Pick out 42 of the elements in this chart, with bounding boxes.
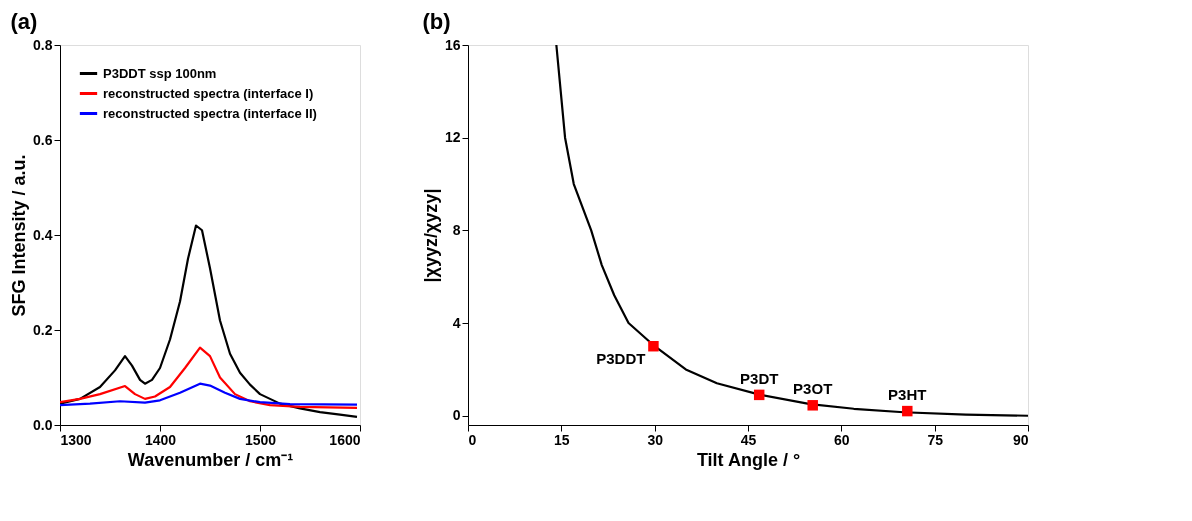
legend-label: P3DDT ssp 100nm xyxy=(103,65,217,81)
y-axis-title: SFG Intensity / a.u. xyxy=(9,154,30,317)
x-tick-label: 45 xyxy=(740,431,757,448)
x-tick-label: 60 xyxy=(834,431,850,448)
annotation: P3HT xyxy=(888,386,927,404)
point xyxy=(753,389,765,401)
x-tick-label: 75 xyxy=(927,431,944,448)
point xyxy=(648,340,659,352)
legend-label: reconstructed spectra (interface I) xyxy=(103,85,314,101)
x-tick-label: 15 xyxy=(554,431,570,448)
y-tick-label: 0.8 xyxy=(33,36,53,53)
line-series xyxy=(60,382,359,407)
annotation: P3DT xyxy=(740,369,779,387)
y-tick-label: 0.6 xyxy=(33,131,53,148)
y-tick-label: 0.2 xyxy=(33,321,53,338)
y-tick-label: 4 xyxy=(452,314,461,331)
point xyxy=(902,405,913,417)
x-tick-label: 90 xyxy=(1012,431,1029,448)
x-tick-label: 1600 xyxy=(329,431,361,448)
line-series xyxy=(60,346,359,409)
y-tick-label: 8 xyxy=(452,221,461,238)
chart-title: (a) xyxy=(10,9,38,34)
x-tick-label: 1400 xyxy=(144,431,177,448)
y-tick-label: 16 xyxy=(444,36,461,53)
x-tick-label: 30 xyxy=(647,431,664,448)
annotation: P3OT xyxy=(793,380,833,398)
legend-label: reconstructed spectra (interface II) xyxy=(103,105,317,121)
chart-title: (b) xyxy=(422,9,451,34)
x-axis-title: Tilt Angle / ° xyxy=(696,449,801,470)
x-tick-label: 1300 xyxy=(60,431,92,448)
point xyxy=(807,400,818,411)
annotation: P3DDT xyxy=(596,350,646,368)
x-tick-label: 0 xyxy=(468,431,477,448)
y-tick-label: 12 xyxy=(444,129,461,146)
y-tick-label: 0.0 xyxy=(33,416,53,433)
x-axis-title: Wavenumber / cm⁻¹ xyxy=(127,449,294,470)
x-tick-label: 1500 xyxy=(244,431,277,448)
y-tick-label: 0 xyxy=(452,407,461,424)
y-tick-label: 0.4 xyxy=(33,226,53,243)
line-series xyxy=(60,224,359,419)
y-axis-title: |χyyz/χyzy| xyxy=(420,188,441,283)
line-series xyxy=(555,45,1028,417)
